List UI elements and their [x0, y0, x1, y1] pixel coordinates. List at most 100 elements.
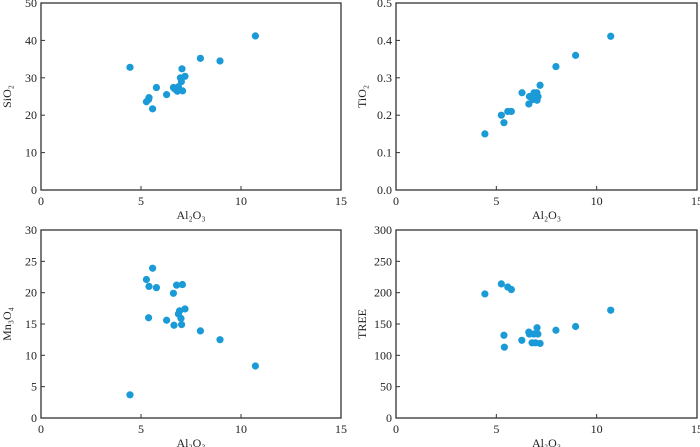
data-point — [178, 65, 186, 73]
data-point — [497, 280, 505, 288]
y-tick-label: 0 — [31, 183, 37, 197]
y-tick-label: 0 — [386, 411, 392, 425]
data-point — [163, 91, 171, 99]
data-point — [169, 289, 177, 297]
data-point — [536, 81, 544, 89]
data-point — [196, 54, 204, 62]
y-tick-label: 10 — [25, 146, 37, 160]
x-axis-label: Al₂O₃ — [176, 208, 205, 222]
data-point — [149, 105, 157, 113]
x-tick-label: 10 — [235, 422, 247, 436]
data-point — [530, 330, 538, 338]
x-tick-label: 0 — [38, 422, 44, 436]
y-tick-label: 0 — [31, 411, 37, 425]
y-tick-label: 0.4 — [377, 33, 392, 47]
plot-frame — [40, 229, 342, 419]
data-point — [251, 362, 259, 370]
x-tick-label: 10 — [591, 422, 603, 436]
x-tick-label: 0 — [38, 194, 44, 208]
data-point — [518, 89, 526, 97]
data-point — [251, 32, 259, 40]
scatter-panel-1: 0 5 10 15 0 10 20 30 40 50 Al₂O₃ SiO₂ — [0, 0, 347, 222]
x-tick-label: 15 — [335, 194, 347, 208]
x-tick-label: 5 — [493, 422, 499, 436]
data-point — [552, 62, 560, 71]
y-tick-label: 20 — [25, 108, 37, 122]
data-point — [481, 290, 489, 298]
y-tick-label: 0.0 — [377, 183, 392, 197]
data-point — [163, 316, 171, 324]
data-point — [216, 57, 224, 65]
y-axis-label: TREE — [355, 309, 369, 339]
data-point — [518, 336, 526, 344]
data-point — [181, 305, 189, 313]
data-point — [607, 32, 615, 40]
y-tick-label: 250 — [374, 254, 392, 268]
data-point — [552, 326, 560, 334]
data-point — [152, 284, 160, 292]
x-tick-label: 0 — [393, 422, 399, 436]
x-tick-label: 5 — [493, 194, 499, 208]
data-point — [145, 314, 153, 322]
y-tick-label: 30 — [25, 71, 37, 85]
scatter-panel-3: 0 5 10 15 0 5 10 15 20 25 30 Al₂O₃ Mn₃O₄ — [0, 223, 347, 447]
data-point — [149, 264, 157, 272]
data-point — [507, 107, 515, 116]
data-point — [533, 324, 541, 332]
data-point — [126, 63, 134, 71]
data-point — [536, 339, 544, 348]
y-tick-label: 200 — [374, 286, 392, 300]
scatter-panel-2: 0 5 10 15 0.0 0.1 0.2 0.3 0.4 0.5 Al₂O₃ TiO₂ — [355, 0, 700, 222]
data-point — [178, 280, 186, 289]
y-tick-label: 50 — [380, 380, 392, 394]
data-point — [126, 391, 134, 399]
data-point — [216, 336, 224, 344]
y-tick-label: 40 — [25, 33, 37, 47]
x-axis-label: Al₂O₃ — [532, 208, 561, 222]
y-axis-label: TiO₂ — [355, 85, 369, 108]
data-point — [497, 111, 505, 119]
plot-frame — [40, 2, 342, 191]
x-tick-label: 5 — [138, 194, 144, 208]
data-point — [481, 130, 489, 138]
y-tick-label: 0.3 — [377, 71, 392, 85]
data-point — [173, 87, 181, 95]
data-point — [145, 282, 153, 290]
data-point — [177, 77, 185, 86]
y-tick-label: 50 — [25, 0, 37, 10]
data-point — [500, 331, 508, 339]
y-tick-label: 20 — [25, 286, 37, 300]
data-point — [525, 100, 533, 108]
x-axis-label: Al₂O₃ — [532, 436, 561, 447]
data-point — [533, 96, 541, 104]
x-axis-label: Al₂O₃ — [176, 436, 205, 447]
y-axis-label: Mn₃O₄ — [0, 307, 14, 341]
data-point — [177, 314, 185, 322]
y-tick-label: 100 — [374, 348, 392, 362]
data-point — [507, 285, 515, 294]
plot-frame — [395, 2, 698, 191]
y-tick-label: 5 — [31, 380, 37, 394]
y-tick-label: 300 — [374, 223, 392, 237]
x-tick-label: 5 — [138, 422, 144, 436]
data-point — [500, 343, 508, 351]
y-tick-label: 0.2 — [377, 108, 392, 122]
data-point — [607, 306, 615, 314]
y-tick-label: 0.5 — [377, 0, 392, 10]
y-tick-label: 30 — [25, 223, 37, 237]
y-tick-label: 10 — [25, 348, 37, 362]
data-point — [142, 98, 150, 106]
data-point — [170, 321, 178, 329]
plot-frame — [395, 229, 698, 419]
y-axis-label: SiO₂ — [0, 85, 14, 108]
data-point — [500, 119, 508, 127]
data-point — [571, 322, 580, 331]
data-point — [571, 51, 580, 59]
data-point — [173, 281, 181, 289]
data-point — [152, 83, 160, 92]
x-tick-label: 15 — [691, 422, 700, 436]
x-tick-label: 15 — [691, 194, 700, 208]
data-point — [178, 321, 186, 329]
y-tick-label: 150 — [374, 317, 392, 331]
